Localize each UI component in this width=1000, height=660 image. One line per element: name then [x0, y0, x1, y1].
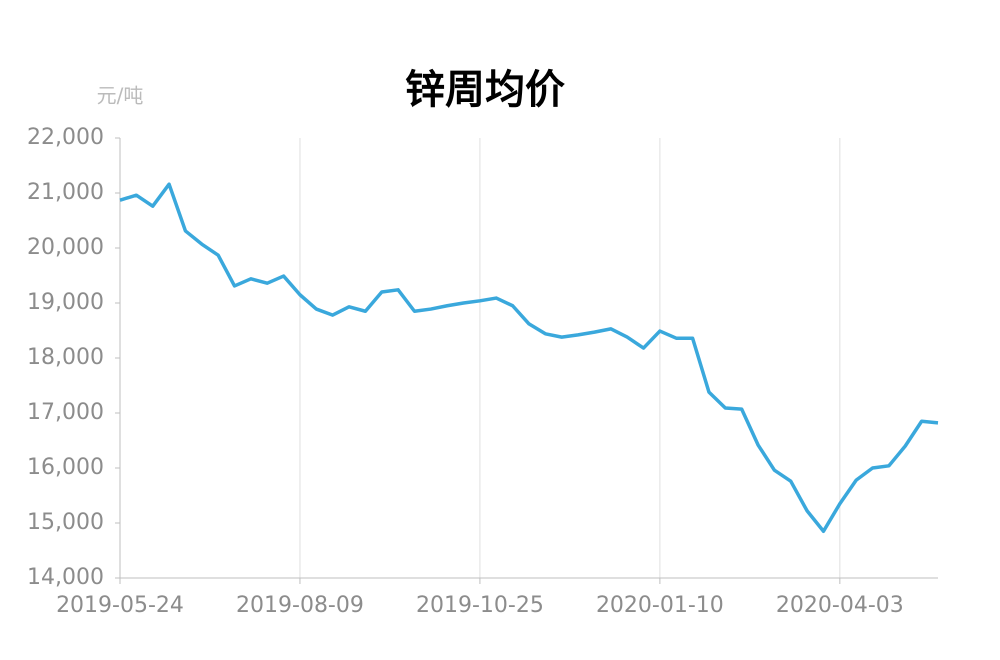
data-line [119, 182, 939, 533]
y-axis-label: 元/吨 [97, 84, 144, 108]
y-tick-label: 20,000 [27, 235, 104, 260]
y-tick-label: 22,000 [27, 125, 104, 150]
y-tick-label: 19,000 [27, 290, 104, 315]
y-tick-label: 14,000 [27, 565, 104, 590]
x-tick-label: 2019-08-09 [236, 593, 364, 618]
x-tick-label: 2020-01-10 [596, 593, 724, 618]
x-tick-label: 2019-05-24 [56, 593, 184, 618]
y-tick-label: 18,000 [27, 345, 104, 370]
y-tick-label: 17,000 [27, 400, 104, 425]
y-tick-label: 15,000 [27, 510, 104, 535]
y-tick-label: 21,000 [27, 180, 104, 205]
y-tick-label: 16,000 [27, 455, 104, 480]
chart-title: 锌周均价 [405, 67, 565, 113]
x-tick-label: 2019-10-25 [416, 593, 544, 618]
x-tick-label: 2020-04-03 [776, 593, 904, 618]
